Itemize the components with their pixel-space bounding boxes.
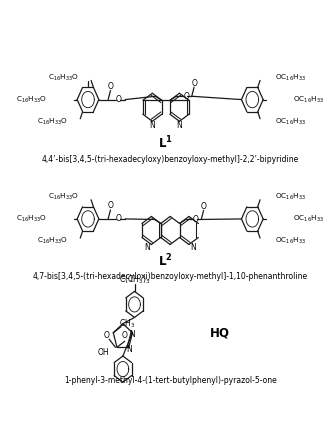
Text: OC$_{16}$H$_{33}$: OC$_{16}$H$_{33}$: [275, 117, 306, 127]
Text: O: O: [193, 215, 199, 224]
Text: $\mathbf{HQ}$: $\mathbf{HQ}$: [209, 326, 230, 340]
Text: N: N: [145, 243, 150, 252]
Text: C$_{16}$H$_{33}$O: C$_{16}$H$_{33}$O: [38, 117, 69, 127]
Text: 4,4’-bis[3,4,5-(tri-hexadecyloxy)benzoyloxy-methyl]-2,2’-bipyridine: 4,4’-bis[3,4,5-(tri-hexadecyloxy)benzoyl…: [42, 155, 299, 164]
Text: O: O: [108, 201, 114, 210]
Text: O: O: [115, 214, 121, 223]
Text: 1-phenyl-3-methyl-4-(1-tert-butylphenyl)-pyrazol-5-one: 1-phenyl-3-methyl-4-(1-tert-butylphenyl)…: [64, 376, 277, 385]
Text: C$_{16}$H$_{33}$O: C$_{16}$H$_{33}$O: [48, 192, 79, 202]
Text: OC$_{16}$H$_{33}$: OC$_{16}$H$_{33}$: [275, 236, 306, 246]
Text: $\mathbf{L^{1}}$: $\mathbf{L^{1}}$: [158, 134, 173, 151]
Text: $\mathbf{L^{2}}$: $\mathbf{L^{2}}$: [158, 253, 173, 270]
Text: C$_{16}$H$_{33}$O: C$_{16}$H$_{33}$O: [48, 72, 79, 83]
Text: N: N: [177, 121, 182, 130]
Text: CH$_3$: CH$_3$: [119, 318, 135, 330]
Text: C$_{16}$H$_{33}$O: C$_{16}$H$_{33}$O: [38, 236, 69, 246]
Text: N: N: [127, 345, 132, 354]
Text: 4,7-bis[3,4,5-(tri-hexadecyloxi)benzoyloxy-methyl]-1,10-phenanthroline: 4,7-bis[3,4,5-(tri-hexadecyloxi)benzoylo…: [33, 272, 308, 281]
Text: O: O: [103, 331, 109, 340]
Text: OH: OH: [97, 348, 109, 357]
Text: OC$_{16}$H$_{33}$: OC$_{16}$H$_{33}$: [275, 192, 306, 202]
Text: OC$_{16}$H$_{33}$: OC$_{16}$H$_{33}$: [292, 214, 324, 224]
Text: C(CH$_3$)$_3$: C(CH$_3$)$_3$: [119, 273, 150, 286]
Text: C$_{16}$H$_{33}$O: C$_{16}$H$_{33}$O: [17, 214, 48, 224]
Text: OC$_{16}$H$_{33}$: OC$_{16}$H$_{33}$: [292, 95, 324, 105]
Text: C$_{16}$H$_{33}$O: C$_{16}$H$_{33}$O: [17, 95, 48, 105]
Text: OC$_{16}$H$_{33}$: OC$_{16}$H$_{33}$: [275, 72, 306, 83]
Text: N: N: [149, 121, 155, 130]
Text: O: O: [108, 82, 114, 91]
Text: O: O: [183, 92, 189, 101]
Text: O: O: [201, 202, 207, 211]
Text: O: O: [115, 95, 121, 104]
Text: N: N: [129, 330, 134, 339]
Text: O: O: [191, 79, 197, 88]
Text: O: O: [122, 331, 127, 340]
Text: N: N: [190, 243, 196, 252]
